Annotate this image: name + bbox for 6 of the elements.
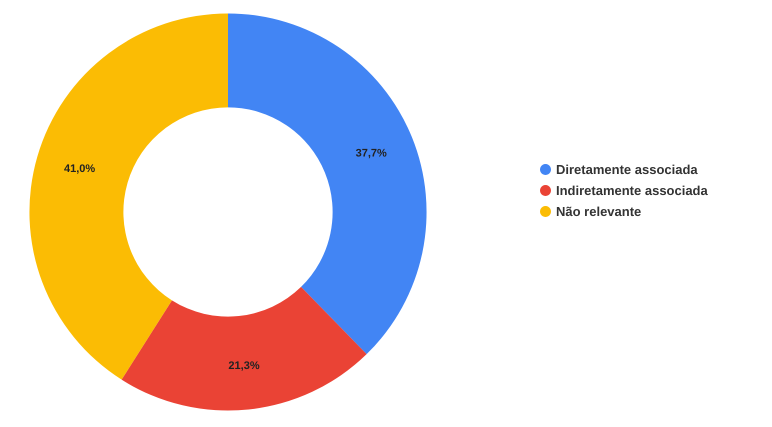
legend-label: Não relevante xyxy=(556,204,642,219)
data-label: 37,7% xyxy=(356,148,387,160)
data-label: 41,0% xyxy=(64,162,96,175)
data-label: 21,3% xyxy=(228,360,260,372)
legend-label: Indiretamente associada xyxy=(556,183,708,198)
legend-label: Diretamente associada xyxy=(556,162,698,177)
